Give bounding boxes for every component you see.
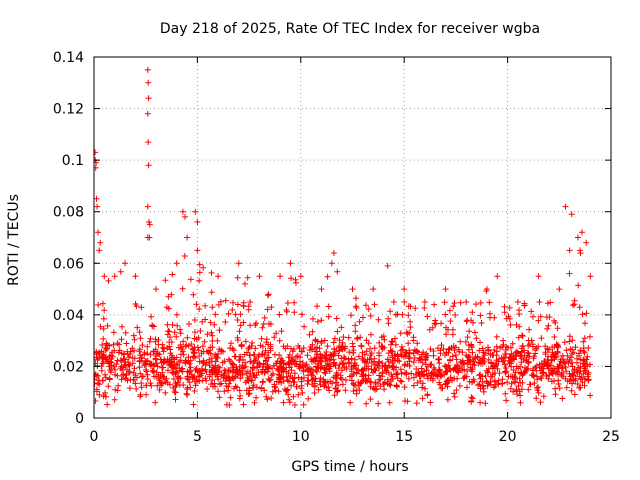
- roti-points: [94, 66, 594, 408]
- x-axis-label: GPS time / hours: [291, 459, 408, 475]
- x-tick-label: 0: [90, 429, 99, 445]
- y-tick-label: 0: [75, 411, 84, 427]
- chart-title: Day 218 of 2025, Rate Of TEC Index for r…: [160, 21, 540, 37]
- data-points: [94, 66, 594, 408]
- x-tick-label: 20: [499, 429, 517, 445]
- y-tick-label: 0.06: [53, 256, 84, 272]
- plot-frame: [93, 56, 612, 419]
- x-tick-label: 10: [292, 429, 310, 445]
- axis-ticks: 0 5 10 15 20 25 0 0.02 0.04 0.06 0.08 0.1 0.12 0.14: [53, 50, 620, 445]
- x-tick-label: 15: [395, 429, 413, 445]
- y-tick-label: 0.1: [62, 153, 84, 169]
- y-axis-label: ROTI / TECUs: [6, 194, 22, 286]
- y-tick-label: 0.12: [53, 102, 84, 118]
- x-tick-label: 5: [193, 429, 202, 445]
- y-tick-label: 0.04: [53, 308, 84, 324]
- y-tick-label: 0.08: [53, 205, 84, 221]
- y-tick-label: 0.02: [53, 359, 84, 375]
- y-tick-label: 0.14: [53, 50, 84, 66]
- x-tick-label: 25: [602, 429, 620, 445]
